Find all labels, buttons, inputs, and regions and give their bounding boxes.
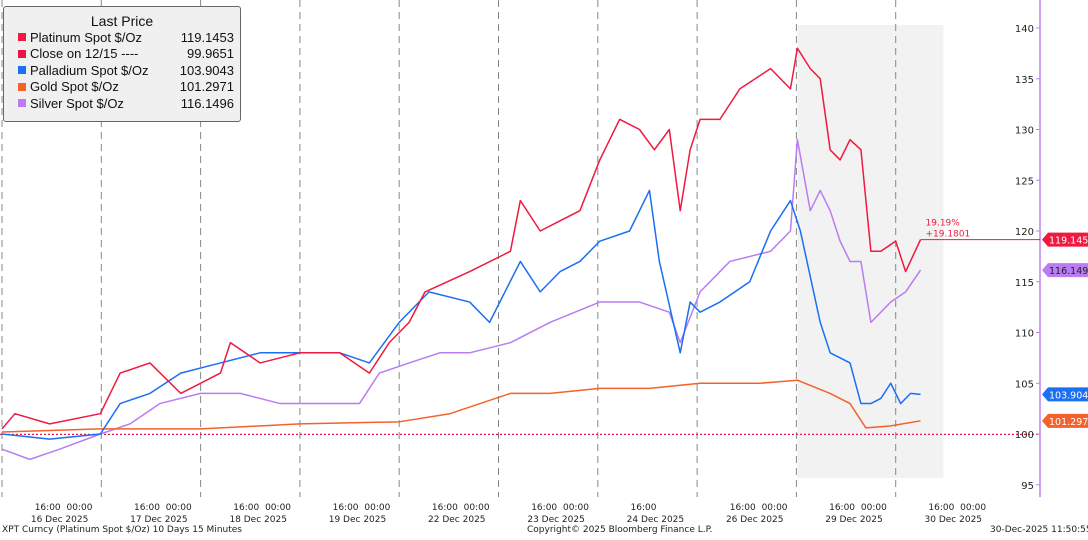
legend-swatch <box>18 99 26 108</box>
y-tick-label: 105 <box>1015 379 1034 390</box>
last-price-tag-label: 101.2971 <box>1049 417 1088 428</box>
x-time-label: 16:00 <box>432 503 458 513</box>
legend-label: Platinum Spot $/Oz <box>30 29 142 45</box>
y-tick-label: 95 <box>1021 481 1034 492</box>
x-time-label: 16:00 <box>631 503 657 513</box>
x-time-label: 16:00 <box>35 503 61 513</box>
legend-label: Gold Spot $/Oz <box>30 79 119 95</box>
y-tick-label: 120 <box>1015 227 1034 238</box>
legend-value: 119.1453 <box>180 29 234 45</box>
y-tick-label: 110 <box>1015 329 1034 340</box>
last-price-tag <box>1042 263 1088 278</box>
legend-item-gold[interactable]: Gold Spot $/Oz 101.2971 <box>4 79 240 96</box>
x-time-label: 16:00 <box>333 503 359 513</box>
series-line-silver <box>1 138 922 461</box>
x-time-label: 00:00 <box>166 503 192 513</box>
x-date-label: 17 Dec 2025 <box>130 515 188 525</box>
legend-swatch <box>18 66 26 75</box>
legend-item-platinum[interactable]: Platinum Spot $/Oz 119.1453 <box>4 29 240 46</box>
x-date-label: 29 Dec 2025 <box>825 515 883 525</box>
change-abs-annotation: +19.1801 <box>926 230 971 240</box>
series-line-gold <box>1 379 921 433</box>
legend-label: Close on 12/15 ---- <box>30 46 139 62</box>
series-line-palladium <box>1 189 921 440</box>
y-tick-label: 115 <box>1015 278 1034 289</box>
x-time-label: 00:00 <box>464 503 490 513</box>
last-price-tag <box>1042 232 1088 247</box>
legend-swatch <box>18 49 26 58</box>
x-time-label: 00:00 <box>66 503 92 513</box>
x-date-label: 19 Dec 2025 <box>329 515 387 525</box>
x-time-label: 00:00 <box>762 503 788 513</box>
x-time-label: 16:00 <box>928 503 954 513</box>
last-price-tag <box>1042 413 1088 428</box>
legend-swatch <box>18 82 26 91</box>
legend-item-close[interactable]: Close on 12/15 ---- 99.9651 <box>4 46 240 63</box>
x-time-label: 16:00 <box>531 503 557 513</box>
legend-label: Silver Spot $/Oz <box>30 95 124 111</box>
x-time-label: 16:00 <box>233 503 259 513</box>
last-price-tag <box>1042 387 1088 402</box>
legend: Last Price Platinum Spot $/Oz 119.1453 Cl… <box>3 6 241 122</box>
series-line-platinum <box>1 47 922 430</box>
legend-title: Last Price <box>90 13 154 29</box>
x-time-label: 16:00 <box>730 503 756 513</box>
x-time-label: 00:00 <box>265 503 291 513</box>
legend-item-silver[interactable]: Silver Spot $/Oz 116.1496 <box>4 95 240 112</box>
x-date-label: 30 Dec 2025 <box>925 515 983 525</box>
legend-value: 99.9651 <box>187 46 234 62</box>
y-tick-label: 100 <box>1015 430 1034 441</box>
x-time-label: 16:00 <box>134 503 160 513</box>
y-tick-label: 125 <box>1015 176 1034 187</box>
x-date-label: 23 Dec 2025 <box>527 515 585 525</box>
y-tick-label: 130 <box>1015 126 1034 137</box>
x-date-label: 24 Dec 2025 <box>627 515 685 525</box>
x-time-label: 00:00 <box>563 503 589 513</box>
x-date-label: 26 Dec 2025 <box>726 515 784 525</box>
last-price-tag-label: 103.9043 <box>1049 390 1088 401</box>
legend-value: 116.1496 <box>180 95 234 111</box>
x-date-label: 16 Dec 2025 <box>31 515 89 525</box>
footer-ticker: XPT Curncy (Platinum Spot $/Oz) 10 Days … <box>2 525 242 535</box>
last-price-tag-label: 116.1496 <box>1049 266 1088 277</box>
legend-label: Palladium Spot $/Oz <box>30 62 149 78</box>
x-date-label: 18 Dec 2025 <box>229 515 287 525</box>
last-price-tag-label: 119.1453 <box>1049 236 1088 247</box>
x-date-label: 22 Dec 2025 <box>428 515 486 525</box>
change-pct-annotation: 19.19% <box>926 219 961 229</box>
footer-timestamp: 30-Dec-2025 11:50:55 <box>990 525 1088 535</box>
legend-item-palladium[interactable]: Palladium Spot $/Oz 103.9043 <box>4 62 240 79</box>
legend-value: 101.2971 <box>179 79 234 95</box>
footer-copyright: Copyright© 2025 Bloomberg Finance L.P. <box>527 525 713 535</box>
legend-value: 103.9043 <box>179 62 234 78</box>
x-time-label: 00:00 <box>861 503 887 513</box>
legend-swatch <box>18 33 26 42</box>
x-time-label: 00:00 <box>364 503 390 513</box>
x-time-label: 00:00 <box>960 503 986 513</box>
x-time-label: 16:00 <box>829 503 855 513</box>
y-tick-label: 140 <box>1015 24 1034 35</box>
y-tick-label: 135 <box>1015 75 1034 86</box>
